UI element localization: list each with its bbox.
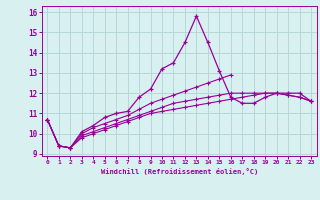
X-axis label: Windchill (Refroidissement éolien,°C): Windchill (Refroidissement éolien,°C) xyxy=(100,168,258,175)
